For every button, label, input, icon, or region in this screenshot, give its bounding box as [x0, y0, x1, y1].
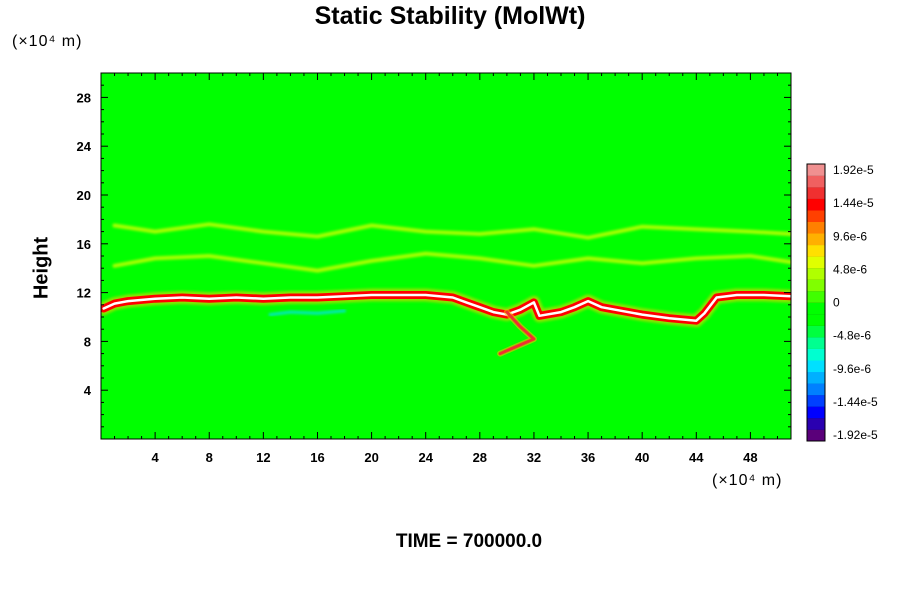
colorbar-swatch	[807, 210, 825, 223]
colorbar-label: -9.6e-6	[833, 362, 871, 376]
x-tick-label: 4	[152, 450, 160, 465]
colorbar-label: 0	[833, 296, 840, 310]
y-tick-label: 8	[84, 334, 91, 349]
colorbar-swatch	[807, 175, 825, 188]
colorbar-swatch	[807, 417, 825, 430]
colorbar: 1.92e-5 1.44e-5 9.6e-6 4.8e-6 0 -4.8e-6 -9.6e-…	[806, 163, 878, 442]
colorbar-swatch	[807, 371, 825, 384]
colorbar-swatch	[807, 233, 825, 246]
colorbar-swatch	[807, 244, 825, 257]
colorbar-label: 1.44e-5	[833, 196, 874, 210]
y-axis-unit: (×10⁴ m)	[12, 33, 83, 50]
lower-wave	[112, 251, 791, 273]
y-tick-label: 12	[77, 286, 91, 301]
colorbar-swatch	[807, 348, 825, 361]
field-features	[101, 222, 791, 357]
colorbar-swatch	[807, 394, 825, 407]
x-axis: 4 8 12 16 20 24 28 32 36 40 44 48	[114, 73, 778, 465]
y-tick-label: 20	[77, 188, 91, 203]
colorbar-swatch	[807, 383, 825, 396]
negative-patch	[268, 309, 346, 317]
time-label: TIME = 700000.0	[395, 531, 543, 552]
x-tick-label: 28	[473, 450, 487, 465]
x-tick-label: 44	[689, 450, 704, 465]
colorbar-swatch	[807, 279, 825, 292]
colorbar-swatch	[807, 267, 825, 280]
colorbar-label: -1.92e-5	[833, 428, 878, 442]
colorbar-swatch	[807, 198, 825, 211]
x-tick-label: 48	[743, 450, 757, 465]
colorbar-swatch	[807, 256, 825, 269]
colorbar-swatch	[807, 302, 825, 315]
colorbar-label: 4.8e-6	[833, 262, 867, 276]
x-tick-label: 40	[635, 450, 649, 465]
chart-title: Static Stability (MolWt)	[314, 2, 586, 30]
x-tick-label: 32	[527, 450, 541, 465]
colorbar-swatch	[807, 290, 825, 303]
x-axis-unit: (×10⁴ m)	[712, 472, 783, 489]
y-axis: 4 8 12 16 20 24 28	[77, 84, 791, 428]
x-tick-label: 16	[310, 450, 324, 465]
colorbar-swatch	[807, 406, 825, 419]
tropopause-max	[102, 293, 791, 322]
colorbar-swatch	[807, 164, 825, 176]
y-tick-label: 16	[77, 237, 91, 252]
y-tick-label: 28	[77, 90, 91, 105]
x-tick-label: 36	[581, 450, 595, 465]
x-tick-label: 24	[418, 450, 433, 465]
colorbar-label: -1.44e-5	[833, 395, 878, 409]
colorbar-label: -4.8e-6	[833, 329, 871, 343]
colorbar-swatch	[807, 314, 825, 326]
upper-wave	[112, 222, 791, 240]
x-tick-label: 12	[256, 450, 270, 465]
colorbar-swatch	[807, 325, 825, 338]
descending-branch	[498, 310, 536, 356]
y-tick-label: 4	[84, 383, 92, 398]
colorbar-frame	[806, 163, 826, 442]
x-tick-label: 8	[206, 450, 213, 465]
x-tick-label: 20	[364, 450, 378, 465]
y-tick-label: 24	[77, 139, 92, 154]
colorbar-swatch	[807, 221, 825, 234]
colorbar-swatch	[807, 337, 825, 349]
colorbar-label: 9.6e-6	[833, 229, 867, 243]
colorbar-swatch	[807, 429, 825, 442]
colorbar-label: 1.92e-5	[833, 163, 874, 177]
colorbar-swatch	[807, 360, 825, 373]
colorbar-swatch	[807, 187, 825, 199]
